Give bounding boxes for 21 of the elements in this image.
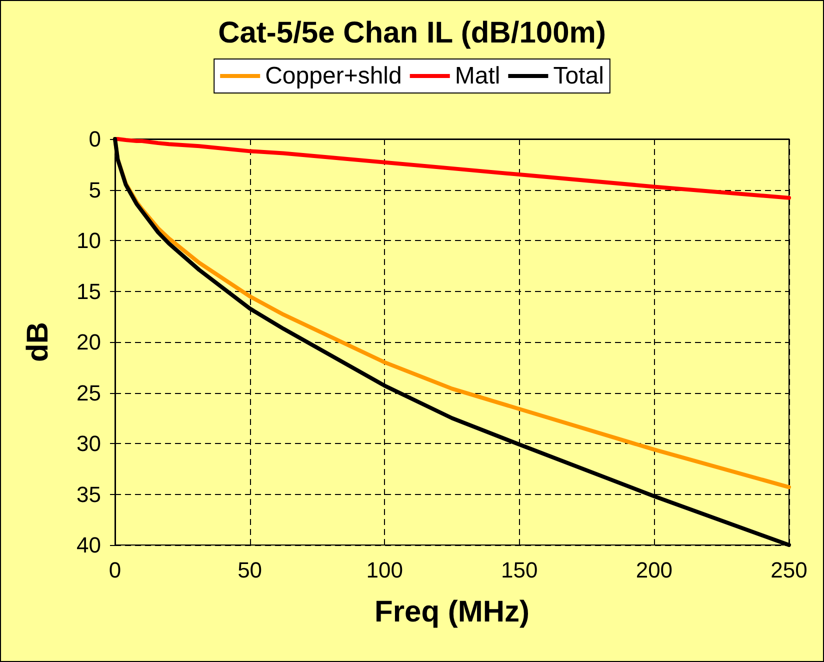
x-axis-title: Freq (MHz) bbox=[374, 596, 530, 628]
x-tick-label: 250 bbox=[770, 558, 808, 582]
y-tick-label: 35 bbox=[76, 482, 101, 507]
y-axis-title: dB bbox=[22, 322, 54, 362]
y-tick-label: 15 bbox=[76, 278, 101, 304]
x-tick-label: 150 bbox=[501, 558, 538, 582]
y-tick-label: 40 bbox=[76, 532, 101, 558]
y-tick-label: 25 bbox=[76, 380, 101, 406]
y-tick-label: 10 bbox=[76, 228, 101, 253]
legend-label: Copper+shld bbox=[265, 62, 402, 90]
y-tick-label: 5 bbox=[88, 177, 101, 202]
y-tick-label: 20 bbox=[76, 330, 101, 354]
chart-title: Cat-5/5e Chan IL (dB/100m) bbox=[218, 16, 606, 50]
x-tick-label: 100 bbox=[366, 558, 403, 582]
legend-label: Matl bbox=[454, 62, 500, 90]
x-tick-label: 200 bbox=[636, 558, 673, 582]
legend-label: Total bbox=[553, 62, 604, 90]
y-tick-label: 30 bbox=[76, 431, 101, 456]
y-tick-label: 0 bbox=[88, 126, 101, 152]
x-tick-label: 50 bbox=[238, 558, 262, 582]
x-tick-label: 0 bbox=[108, 558, 122, 582]
